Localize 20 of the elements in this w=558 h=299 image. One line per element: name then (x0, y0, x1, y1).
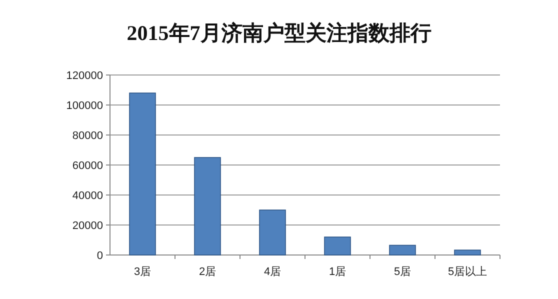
y-tick-label: 40000 (72, 190, 103, 202)
y-tick-label: 80000 (72, 130, 103, 142)
y-tick-label: 60000 (72, 160, 103, 172)
chart-title: 2015年7月济南户型关注指数排行 (126, 21, 432, 45)
x-tick-label: 4居 (264, 266, 282, 278)
y-tick-label: 100000 (66, 100, 103, 112)
x-tick-label: 5居以上 (448, 265, 488, 278)
bar (129, 92, 156, 256)
x-tick-label: 2居 (198, 266, 216, 278)
bar (389, 244, 416, 256)
bar (454, 250, 481, 256)
bar (194, 157, 221, 256)
x-tick-label: 1居 (328, 266, 346, 278)
bar (324, 236, 351, 256)
y-tick-label: 0 (96, 250, 103, 262)
bar (259, 210, 286, 256)
y-tick-label: 120000 (66, 70, 103, 82)
y-tick-label: 20000 (72, 220, 103, 232)
x-tick-label: 3居 (134, 266, 152, 278)
x-tick-label: 5居 (394, 266, 412, 278)
